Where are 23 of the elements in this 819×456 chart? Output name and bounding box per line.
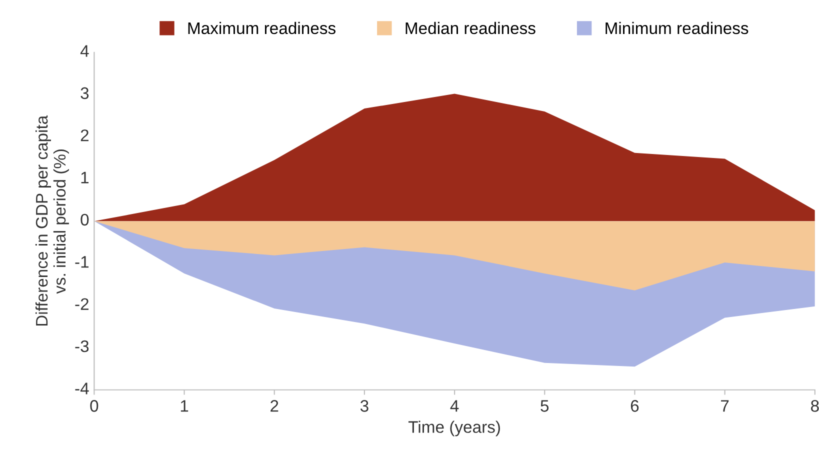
y-tick-label: -1: [75, 256, 89, 268]
x-axis-title: Time (years): [408, 420, 500, 436]
x-tick-label: 1: [180, 400, 188, 412]
y-tick-label: -2: [75, 298, 88, 310]
x-tick-label: 2: [270, 400, 278, 412]
legend-label: Maximum readiness: [188, 22, 336, 34]
legend-label: Median readiness: [406, 22, 536, 34]
y-tick-label: -3: [75, 340, 89, 352]
legend-label: Minimum readiness: [606, 22, 748, 34]
x-tick-label: 0: [90, 400, 98, 412]
x-tick-label: 5: [540, 400, 549, 412]
x-tick-label: 4: [450, 400, 459, 412]
x-tick-label: 8: [810, 400, 819, 412]
y-tick-label: -4: [75, 382, 89, 394]
y-tick-label: 2: [80, 129, 88, 142]
y-tick-label: 1: [81, 172, 89, 184]
y-tick-label: 3: [80, 87, 89, 100]
y-axis-title: Difference in GDP per capita vs. initial period (%): [35, 115, 69, 326]
x-tick-label: 3: [360, 400, 368, 412]
x-tick-label: 6: [630, 400, 639, 412]
y-tick-label: 0: [80, 214, 89, 226]
x-tick-label: 7: [721, 400, 729, 412]
y-tick-label: 4: [80, 45, 89, 57]
